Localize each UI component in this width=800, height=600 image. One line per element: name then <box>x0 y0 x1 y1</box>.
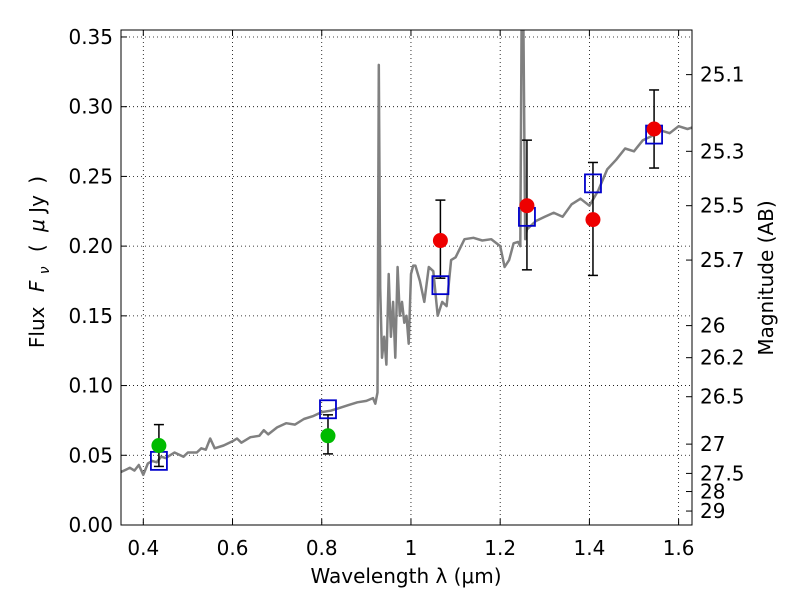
plot-area <box>121 30 692 525</box>
model-point <box>584 173 602 194</box>
observed-point <box>320 428 336 444</box>
y2-tick-label: 29 <box>700 499 725 523</box>
model-point <box>431 275 450 296</box>
y-tick-label: 0.25 <box>68 164 113 188</box>
y-tick-label: 0.35 <box>68 25 113 49</box>
x-tick-label: 1.6 <box>663 536 695 560</box>
y2-tick-label: 25.1 <box>700 63 745 87</box>
observed-point <box>432 233 448 249</box>
y-axis-title-unit: Jy <box>25 195 49 215</box>
observed-point <box>151 438 167 454</box>
y-axis-title-sub: ν <box>37 266 53 274</box>
y2-tick-label: 27.5 <box>700 461 745 485</box>
y2-tick-label: 26.2 <box>700 346 745 370</box>
y2-axis-title: Magnitude (AB) <box>754 200 778 355</box>
y2-tick-label: 25.5 <box>700 194 745 218</box>
y2-tick-label: 26 <box>700 314 725 338</box>
spectrum-series <box>121 30 692 477</box>
y2-tick-label: 25.3 <box>700 139 745 163</box>
x-tick-label: 0.4 <box>127 536 159 560</box>
x-tick-label: 1.4 <box>573 536 605 560</box>
y-axis-title-mu: μ <box>25 219 49 233</box>
x-tick-label: 0.6 <box>217 536 249 560</box>
observed-point <box>646 121 662 137</box>
x-axis-title-text: Wavelength λ (μm) <box>310 564 501 588</box>
y-tick-label: 0.15 <box>68 304 113 328</box>
y2-tick-label: 25.7 <box>700 248 745 272</box>
x-tick-label: 0.8 <box>306 536 338 560</box>
spectrum-line <box>121 30 692 477</box>
plot-frame <box>120 29 693 526</box>
y-axis-title: Flux F ν ( μ Jy ) <box>25 176 54 348</box>
observed-point <box>519 198 535 214</box>
y-axis-title-symbol: F <box>25 280 49 292</box>
x-axis: 0.4 0.6 0.8 1 1.2 1.4 1.6 <box>127 30 695 560</box>
observed-photometry-series <box>151 121 662 454</box>
y-tick-label: 0.00 <box>68 513 113 537</box>
y-tick-label: 0.05 <box>68 443 113 467</box>
y2-tick-label: 28 <box>700 480 725 504</box>
y-axis: 0.00 0.05 0.10 0.15 0.20 0.25 0.30 0.35 <box>68 25 127 537</box>
y-tick-label: 0.20 <box>68 234 113 258</box>
y-axis-title-pre: Flux <box>25 306 49 348</box>
x-axis-title: Wavelength λ (μm) <box>310 564 501 588</box>
y-axis-title-open: ( <box>25 244 49 252</box>
y-tick-label: 0.10 <box>68 374 113 398</box>
y-tick-label: 0.30 <box>68 95 113 119</box>
y2-tick-label: 27 <box>700 432 725 456</box>
y2-tick-label: 26.5 <box>700 385 745 409</box>
x-tick-label: 1.2 <box>484 536 516 560</box>
x-tick-label: 1 <box>405 536 418 560</box>
model-point <box>319 399 337 420</box>
y-axis-title-close: ) <box>25 176 49 184</box>
observed-point <box>585 212 601 228</box>
